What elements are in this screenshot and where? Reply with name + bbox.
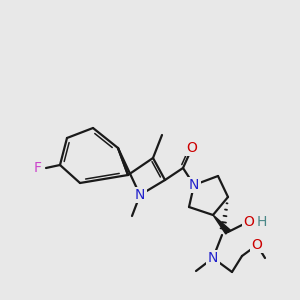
Text: H: H [257,215,267,229]
Text: F: F [34,161,42,175]
Text: O: O [244,215,254,229]
Text: O: O [187,141,197,155]
Text: N: N [189,178,199,192]
Polygon shape [213,215,230,234]
Text: N: N [208,251,218,265]
Text: N: N [135,188,145,202]
Text: O: O [252,238,262,252]
